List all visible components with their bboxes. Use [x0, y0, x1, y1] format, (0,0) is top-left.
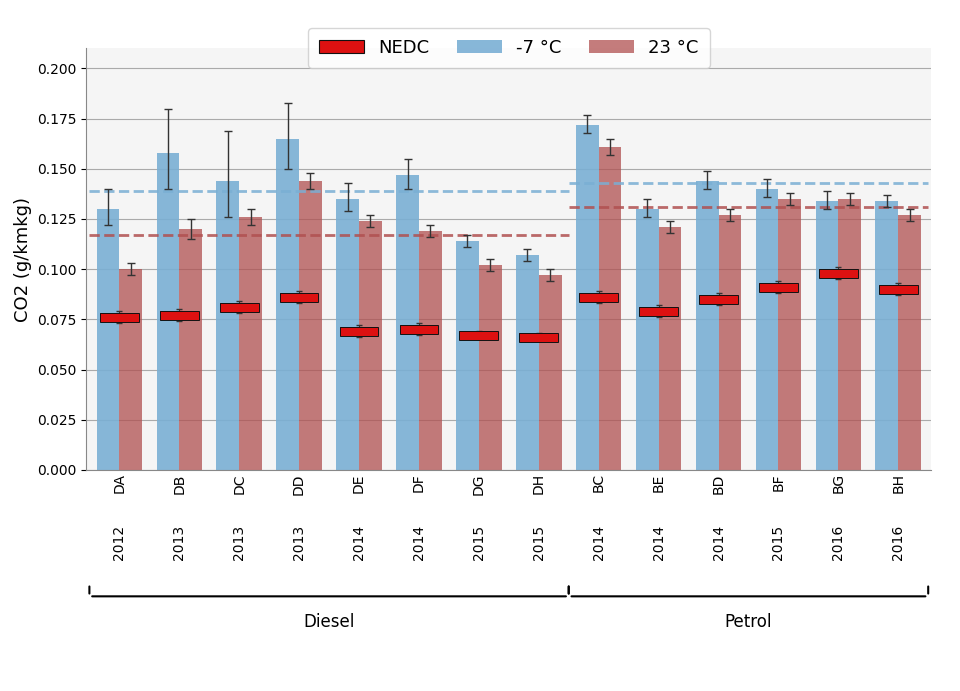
- Bar: [779, 199, 802, 470]
- Bar: [216, 181, 239, 470]
- Text: 2013: 2013: [232, 524, 246, 560]
- Bar: [759, 283, 798, 292]
- Bar: [460, 331, 498, 340]
- Text: BE: BE: [652, 473, 665, 491]
- Text: 2015: 2015: [472, 524, 486, 560]
- Bar: [97, 209, 119, 470]
- Text: 2015: 2015: [772, 524, 785, 560]
- Bar: [279, 293, 319, 302]
- Bar: [359, 221, 382, 470]
- Text: 2013: 2013: [292, 524, 306, 560]
- Text: DH: DH: [532, 473, 545, 494]
- Bar: [340, 327, 378, 336]
- Bar: [636, 209, 659, 470]
- Text: 2016: 2016: [831, 524, 846, 560]
- Text: DB: DB: [172, 473, 186, 493]
- Bar: [659, 227, 682, 470]
- Text: DF: DF: [412, 473, 426, 492]
- Bar: [639, 307, 678, 316]
- Bar: [876, 201, 899, 470]
- Text: DG: DG: [472, 473, 486, 495]
- Bar: [336, 199, 359, 470]
- Bar: [579, 293, 618, 302]
- Bar: [899, 215, 921, 470]
- Text: 2014: 2014: [352, 524, 366, 560]
- Bar: [579, 293, 618, 302]
- Bar: [639, 307, 678, 316]
- Text: BC: BC: [591, 473, 606, 493]
- Bar: [180, 229, 202, 470]
- Text: DE: DE: [352, 473, 366, 493]
- Bar: [599, 146, 621, 470]
- Bar: [516, 255, 539, 470]
- Bar: [100, 313, 138, 322]
- Text: Petrol: Petrol: [725, 613, 772, 631]
- Bar: [419, 231, 442, 470]
- Text: 2014: 2014: [412, 524, 426, 560]
- Bar: [239, 217, 262, 470]
- Text: DA: DA: [112, 473, 127, 493]
- Bar: [156, 153, 180, 470]
- Bar: [699, 295, 738, 304]
- Text: 2013: 2013: [172, 524, 186, 560]
- Bar: [696, 181, 718, 470]
- Bar: [279, 293, 319, 302]
- Bar: [879, 285, 918, 294]
- Text: 2012: 2012: [112, 524, 127, 560]
- Bar: [879, 285, 918, 294]
- Bar: [340, 327, 378, 336]
- Bar: [460, 331, 498, 340]
- Text: DD: DD: [292, 473, 306, 495]
- Bar: [838, 199, 861, 470]
- Text: BD: BD: [711, 473, 726, 493]
- Bar: [519, 333, 558, 342]
- Text: DC: DC: [232, 473, 246, 494]
- Text: 2014: 2014: [652, 524, 665, 560]
- Bar: [100, 313, 138, 322]
- Bar: [819, 269, 857, 278]
- Bar: [396, 175, 419, 470]
- Bar: [479, 265, 502, 470]
- Bar: [399, 325, 439, 334]
- Bar: [399, 325, 439, 334]
- Text: 2014: 2014: [711, 524, 726, 560]
- Bar: [276, 139, 300, 470]
- Bar: [699, 295, 738, 304]
- Bar: [539, 275, 562, 470]
- Text: BG: BG: [831, 473, 846, 493]
- Bar: [220, 303, 258, 312]
- Bar: [816, 201, 838, 470]
- Text: 2016: 2016: [891, 524, 905, 560]
- Text: 2014: 2014: [591, 524, 606, 560]
- Bar: [759, 283, 798, 292]
- Y-axis label: CO2 (g/kmkg): CO2 (g/kmkg): [13, 197, 32, 321]
- Legend: NEDC, -7 °C, 23 °C: NEDC, -7 °C, 23 °C: [308, 28, 709, 68]
- Bar: [300, 181, 322, 470]
- Bar: [819, 269, 857, 278]
- Bar: [220, 303, 258, 312]
- Bar: [160, 311, 199, 320]
- Bar: [519, 333, 558, 342]
- Text: BH: BH: [891, 473, 905, 493]
- Text: Diesel: Diesel: [303, 613, 355, 631]
- Text: BF: BF: [772, 473, 785, 491]
- Bar: [119, 269, 142, 470]
- Bar: [718, 215, 741, 470]
- Bar: [576, 124, 599, 470]
- Bar: [160, 311, 199, 320]
- Text: 2015: 2015: [532, 524, 545, 560]
- Bar: [756, 189, 779, 470]
- Bar: [456, 241, 479, 470]
